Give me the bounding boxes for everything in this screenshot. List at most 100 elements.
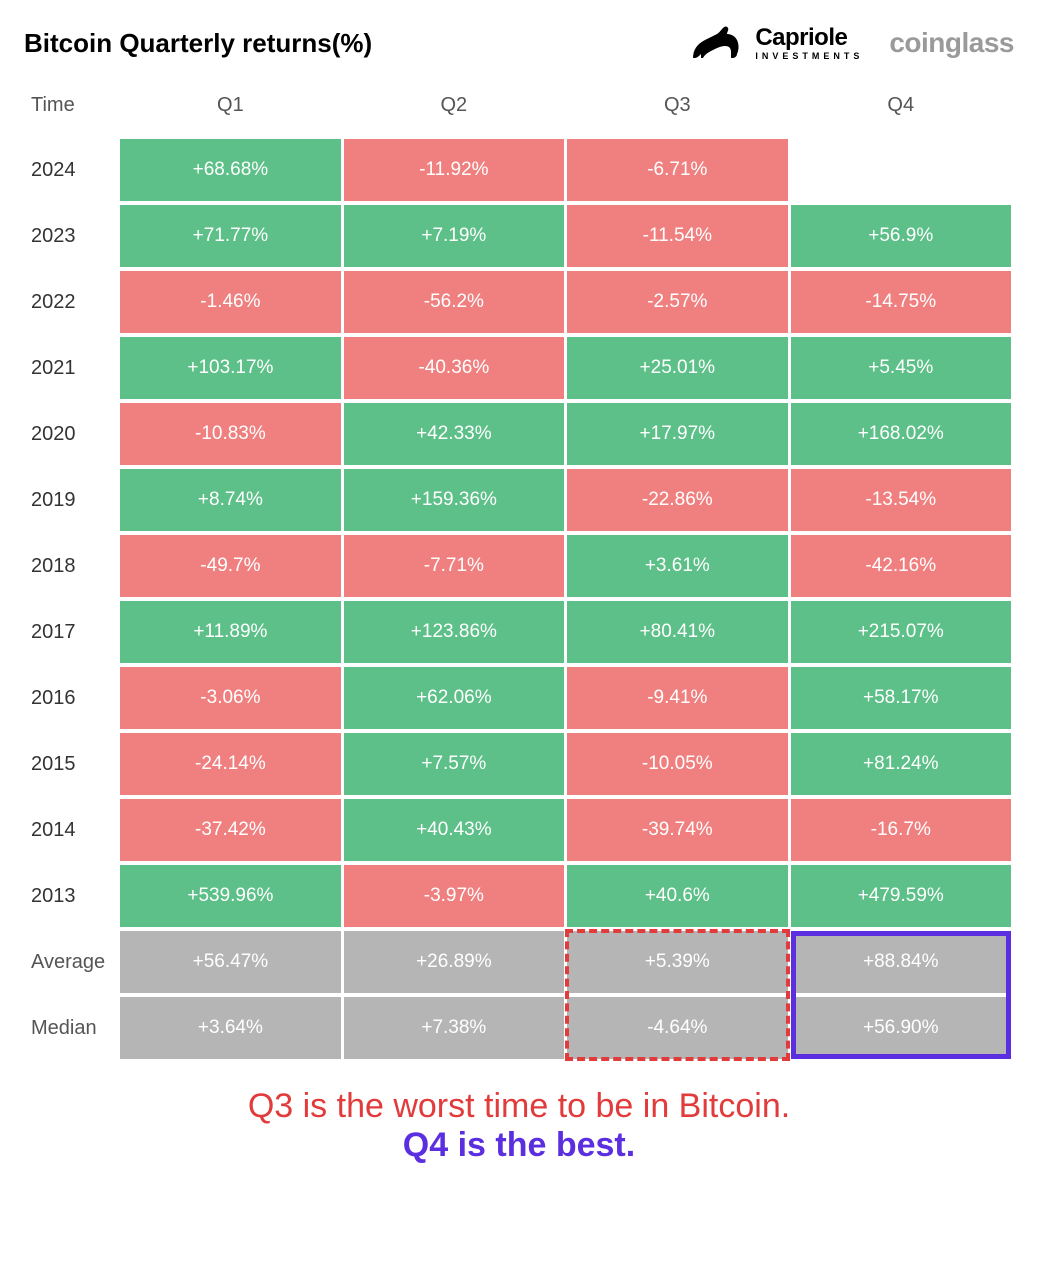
value-cell: +68.68% <box>120 139 340 201</box>
stat-row: Average+56.47%+26.89%+5.39%+88.84% <box>27 931 1011 993</box>
value-cell: -37.42% <box>120 799 340 861</box>
value-cell: -3.06% <box>120 667 340 729</box>
value-cell: +71.77% <box>120 205 340 267</box>
value-cell: -40.36% <box>344 337 564 399</box>
value-cell: -9.41% <box>567 667 787 729</box>
table-row: 2013+539.96%-3.97%+40.6%+479.59% <box>27 865 1011 927</box>
table-row: 2023+71.77%+7.19%-11.54%+56.9% <box>27 205 1011 267</box>
stat-cell: +3.64% <box>120 997 340 1059</box>
stat-cell: +7.38% <box>344 997 564 1059</box>
value-cell: +215.07% <box>791 601 1011 663</box>
value-cell: -16.7% <box>791 799 1011 861</box>
stat-cell: +56.90% <box>791 997 1011 1059</box>
value-cell: -6.71% <box>567 139 787 201</box>
stat-label: Average <box>27 931 117 993</box>
value-cell: +56.9% <box>791 205 1011 267</box>
col-header-q4: Q4 <box>791 84 1011 135</box>
stat-cell: +26.89% <box>344 931 564 993</box>
stat-row: Median+3.64%+7.38%-4.64%+56.90% <box>27 997 1011 1059</box>
table-row: 2021+103.17%-40.36%+25.01%+5.45% <box>27 337 1011 399</box>
value-cell: -56.2% <box>344 271 564 333</box>
footer: Q3 is the worst time to be in Bitcoin. Q… <box>24 1087 1014 1165</box>
table-row: 2016-3.06%+62.06%-9.41%+58.17% <box>27 667 1011 729</box>
value-cell: -49.7% <box>120 535 340 597</box>
value-cell: +40.43% <box>344 799 564 861</box>
value-cell: -7.71% <box>344 535 564 597</box>
value-cell: +7.19% <box>344 205 564 267</box>
year-label: 2016 <box>27 667 117 729</box>
value-cell: +159.36% <box>344 469 564 531</box>
year-label: 2023 <box>27 205 117 267</box>
col-header-q1: Q1 <box>120 84 340 135</box>
value-cell: +81.24% <box>791 733 1011 795</box>
value-cell: -10.83% <box>120 403 340 465</box>
col-header-time: Time <box>27 84 117 135</box>
value-cell: -11.54% <box>567 205 787 267</box>
table-row: 2019+8.74%+159.36%-22.86%-13.54% <box>27 469 1011 531</box>
value-cell: +103.17% <box>120 337 340 399</box>
table-row: 2015-24.14%+7.57%-10.05%+81.24% <box>27 733 1011 795</box>
returns-table: TimeQ1Q2Q3Q4 2024+68.68%-11.92%-6.71%202… <box>24 80 1014 1063</box>
footer-line-1: Q3 is the worst time to be in Bitcoin. <box>24 1087 1014 1126</box>
table-row: 2022-1.46%-56.2%-2.57%-14.75% <box>27 271 1011 333</box>
value-cell: -42.16% <box>791 535 1011 597</box>
value-cell: +479.59% <box>791 865 1011 927</box>
coinglass-logo: coinglass <box>889 27 1014 59</box>
col-header-q3: Q3 <box>567 84 787 135</box>
value-cell: -13.54% <box>791 469 1011 531</box>
value-cell <box>791 139 1011 201</box>
stat-cell: +56.47% <box>120 931 340 993</box>
year-label: 2018 <box>27 535 117 597</box>
year-label: 2020 <box>27 403 117 465</box>
year-label: 2019 <box>27 469 117 531</box>
value-cell: -10.05% <box>567 733 787 795</box>
year-label: 2022 <box>27 271 117 333</box>
value-cell: -2.57% <box>567 271 787 333</box>
value-cell: -14.75% <box>791 271 1011 333</box>
footer-line-2: Q4 is the best. <box>24 1126 1014 1165</box>
value-cell: +3.61% <box>567 535 787 597</box>
value-cell: +5.45% <box>791 337 1011 399</box>
value-cell: +539.96% <box>120 865 340 927</box>
table-wrap: TimeQ1Q2Q3Q4 2024+68.68%-11.92%-6.71%202… <box>24 80 1014 1063</box>
col-header-q2: Q2 <box>344 84 564 135</box>
value-cell: -3.97% <box>344 865 564 927</box>
stat-cell: -4.64% <box>567 997 787 1059</box>
value-cell: -39.74% <box>567 799 787 861</box>
horse-icon <box>687 24 745 62</box>
value-cell: +8.74% <box>120 469 340 531</box>
table-row: 2014-37.42%+40.43%-39.74%-16.7% <box>27 799 1011 861</box>
stat-label: Median <box>27 997 117 1059</box>
chart-title: Bitcoin Quarterly returns(%) <box>24 28 372 59</box>
value-cell: +58.17% <box>791 667 1011 729</box>
capriole-name: Capriole <box>755 26 863 50</box>
value-cell: -1.46% <box>120 271 340 333</box>
value-cell: +17.97% <box>567 403 787 465</box>
year-label: 2024 <box>27 139 117 201</box>
capriole-sub: INVESTMENTS <box>755 52 863 61</box>
brand-area: Capriole INVESTMENTS coinglass <box>687 24 1014 62</box>
year-label: 2015 <box>27 733 117 795</box>
table-row: 2024+68.68%-11.92%-6.71% <box>27 139 1011 201</box>
value-cell: +7.57% <box>344 733 564 795</box>
value-cell: -11.92% <box>344 139 564 201</box>
value-cell: +123.86% <box>344 601 564 663</box>
value-cell: -24.14% <box>120 733 340 795</box>
value-cell: +42.33% <box>344 403 564 465</box>
year-label: 2021 <box>27 337 117 399</box>
capriole-logo: Capriole INVESTMENTS <box>687 24 863 62</box>
table-row: 2020-10.83%+42.33%+17.97%+168.02% <box>27 403 1011 465</box>
table-row: 2018-49.7%-7.71%+3.61%-42.16% <box>27 535 1011 597</box>
value-cell: +62.06% <box>344 667 564 729</box>
value-cell: +40.6% <box>567 865 787 927</box>
stat-cell: +5.39% <box>567 931 787 993</box>
value-cell: +11.89% <box>120 601 340 663</box>
year-label: 2017 <box>27 601 117 663</box>
value-cell: +168.02% <box>791 403 1011 465</box>
value-cell: -22.86% <box>567 469 787 531</box>
table-row: 2017+11.89%+123.86%+80.41%+215.07% <box>27 601 1011 663</box>
year-label: 2014 <box>27 799 117 861</box>
value-cell: +25.01% <box>567 337 787 399</box>
year-label: 2013 <box>27 865 117 927</box>
stat-cell: +88.84% <box>791 931 1011 993</box>
